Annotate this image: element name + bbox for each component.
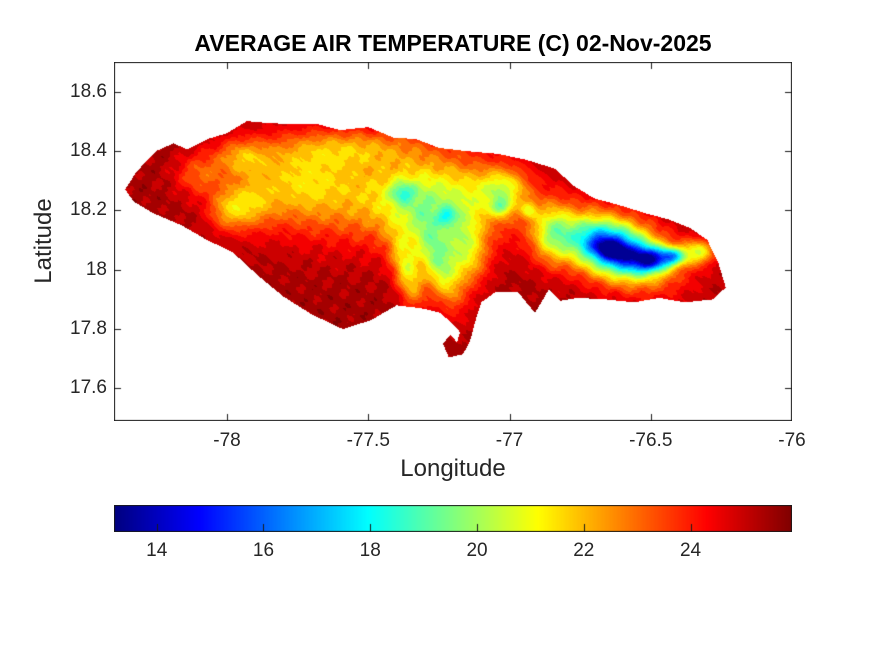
chart-title: AVERAGE AIR TEMPERATURE (C) 02-Nov-2025 [194,30,712,56]
x-tick-label: -77.5 [346,430,390,451]
y-tick-label: 18.4 [70,140,107,161]
temperature-map-canvas [114,62,792,421]
colorbar-tick-label: 18 [359,540,381,561]
x-axis-label: Longitude [400,455,506,482]
y-tick-label: 17.6 [70,377,107,399]
x-tick-label: -76.5 [629,430,673,451]
colorbar-tick-label: 22 [573,540,595,561]
map-plot [114,62,792,421]
x-tick-label: -76 [778,430,806,451]
colorbar-tick-label: 20 [466,540,488,561]
x-tick-label: -77 [495,430,524,451]
colorbar [114,505,792,532]
y-axis-label: Latitude [30,198,57,284]
colorbar-tick-label: 14 [146,540,168,561]
y-tick-label: 18.6 [70,80,107,102]
y-tick-label: 18 [85,258,107,280]
x-tick-label: -78 [213,430,241,451]
y-tick-label: 17.8 [70,318,107,340]
colorbar-tick-label: 24 [679,540,702,561]
y-tick-label: 18.2 [70,199,107,221]
colorbar-tick-label: 16 [252,540,275,561]
colorbar-canvas [114,505,792,532]
